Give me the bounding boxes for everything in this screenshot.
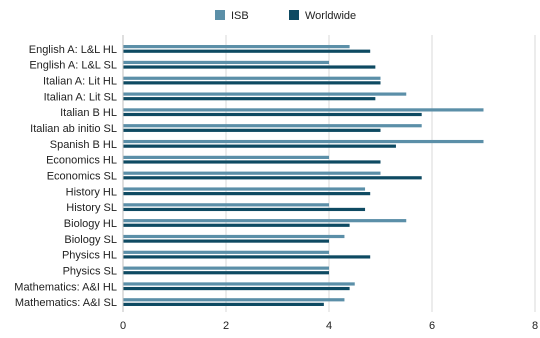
legend-label: Worldwide (305, 10, 356, 22)
bar-isb-16 (123, 298, 345, 302)
bar-worldwide-4 (123, 112, 422, 117)
category-label: Biology SL (64, 234, 117, 246)
category-label: Economics HL (46, 155, 117, 167)
bar-worldwide-0 (123, 49, 371, 53)
bar-worldwide-2 (123, 81, 381, 85)
bar-isb-14 (123, 266, 329, 270)
category-label: Economics SL (47, 171, 117, 183)
bar-isb-11 (123, 219, 407, 223)
bar-worldwide-10 (123, 207, 366, 212)
category-label: Biology HL (64, 218, 117, 230)
bar-isb-8 (123, 171, 381, 175)
bar-worldwide-7 (123, 160, 381, 164)
x-tick-label: 0 (120, 320, 126, 332)
category-label: English A: L&L HL (29, 44, 117, 56)
bar-isb-3 (123, 92, 407, 96)
bar-isb-10 (123, 203, 329, 207)
legend: ISB Worldwide (215, 10, 356, 22)
category-label: History SL (66, 202, 117, 214)
legend-swatch-worldwide (289, 10, 299, 20)
bar-worldwide-5 (123, 128, 381, 132)
bar-isb-7 (123, 155, 329, 159)
category-label: English A: L&L SL (29, 60, 117, 72)
bar-isb-0 (123, 45, 350, 49)
bar-isb-4 (123, 108, 484, 112)
category-label: History HL (66, 186, 117, 198)
category-label: Italian ab initio SL (30, 123, 117, 135)
bar-worldwide-12 (123, 239, 329, 243)
bar-worldwide-9 (123, 192, 371, 196)
bar-worldwide-11 (123, 223, 350, 227)
x-tick-label: 2 (223, 320, 229, 332)
bar-worldwide-16 (123, 302, 324, 306)
category-label: Spanish B HL (50, 139, 117, 151)
bar-worldwide-15 (123, 286, 350, 291)
y-axis-labels: English A: L&L HL English A: L&L SL Italia… (14, 44, 117, 309)
bar-isb-12 (123, 234, 345, 239)
bar-worldwide-6 (123, 144, 396, 148)
bar-worldwide-1 (123, 65, 376, 69)
category-label: Mathematics: A&I SL (15, 297, 117, 309)
category-label: Italian B HL (60, 107, 117, 119)
category-label: Italian A: Lit SL (44, 91, 117, 103)
category-label: Physics SL (63, 265, 117, 277)
bar-worldwide-13 (123, 255, 371, 259)
bar-isb-9 (123, 187, 366, 191)
legend-swatch-isb (215, 10, 225, 20)
category-label: Mathematics: A&I HL (14, 281, 117, 293)
category-label: Italian A: Lit HL (43, 76, 117, 88)
bars (123, 45, 484, 306)
bar-isb-5 (123, 124, 422, 128)
x-axis-labels: 0 2 4 6 8 (120, 320, 538, 332)
bar-isb-2 (123, 76, 381, 80)
legend-label: ISB (231, 10, 249, 22)
category-label: Physics HL (62, 250, 117, 262)
bar-isb-13 (123, 250, 329, 254)
x-tick-label: 8 (532, 320, 538, 332)
bar-isb-6 (123, 139, 484, 144)
bar-worldwide-3 (123, 97, 376, 101)
bar-isb-15 (123, 282, 355, 286)
bar-worldwide-8 (123, 176, 422, 180)
bar-worldwide-14 (123, 271, 329, 275)
x-tick-label: 6 (429, 320, 435, 332)
bar-isb-1 (123, 60, 329, 65)
x-tick-label: 4 (326, 320, 332, 332)
